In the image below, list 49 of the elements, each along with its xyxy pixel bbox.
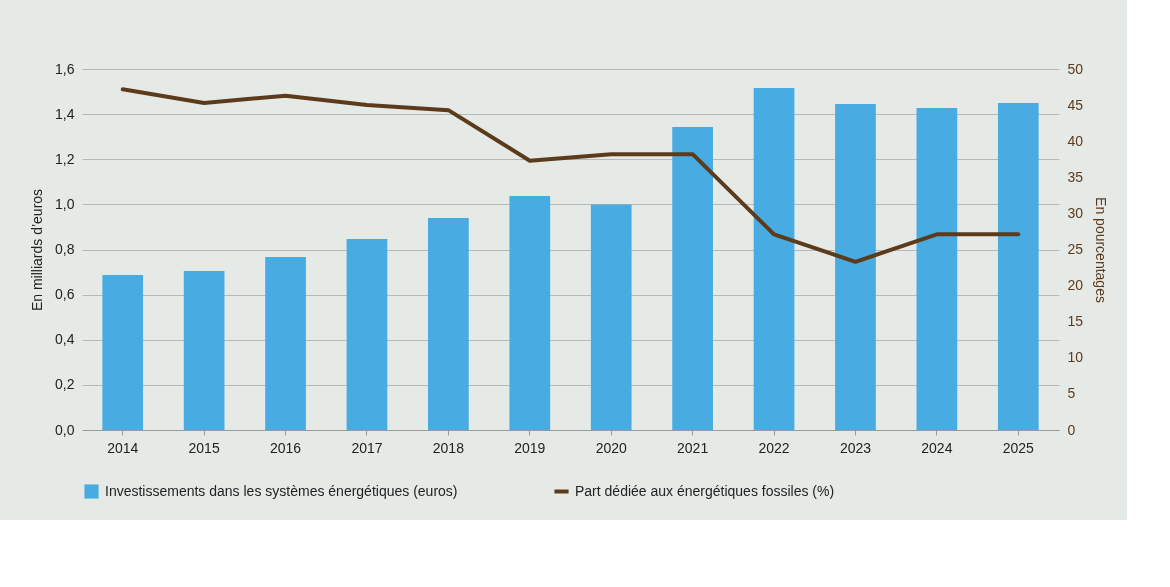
y-tick-label: 0,2 (55, 376, 75, 393)
bar (102, 275, 144, 430)
y-tick-label: 1,0 (55, 195, 75, 212)
bar (753, 87, 795, 430)
x-tick-label: 2016 (269, 439, 302, 456)
bar (183, 270, 225, 430)
y-tick-label: 0,6 (55, 286, 75, 303)
x-tick-label: 2023 (839, 439, 872, 456)
bar (916, 108, 958, 430)
bar (672, 126, 713, 430)
bar (346, 238, 388, 430)
x-tick-label: 2020 (595, 439, 627, 456)
x-tick-label: 2019 (514, 439, 546, 456)
y-tick-label: 1,4 (55, 105, 75, 122)
x-tick-label: 2021 (677, 439, 709, 456)
x-tick-label: 2025 (1002, 439, 1035, 456)
bar (509, 196, 551, 430)
y-tick-label: 0,8 (55, 241, 75, 257)
x-tick-label: 2018 (432, 439, 465, 456)
y2-tick-label: 25 (1067, 241, 1084, 257)
x-tick-label: 2022 (758, 439, 790, 456)
bar (997, 103, 1039, 430)
y-tick-label: 1,2 (55, 150, 75, 167)
y-tick-label: 0,4 (55, 331, 75, 348)
y2-tick-label: 20 (1067, 277, 1084, 294)
y2-axis-title: En pourcentages (1093, 197, 1110, 303)
bar (590, 204, 632, 430)
y2-tick-label: 0 (1067, 421, 1076, 438)
bar (428, 217, 469, 430)
y2-tick-label: 35 (1067, 168, 1084, 185)
x-tick-label: 2014 (107, 439, 139, 456)
y-tick-label: 0,0 (55, 421, 75, 438)
y2-tick-label: 30 (1067, 204, 1084, 221)
y2-tick-label: 50 (1067, 60, 1084, 77)
y2-tick-label: 15 (1067, 313, 1084, 330)
legend-label: Part dédiée aux énergétiques fossiles (%) (575, 482, 835, 499)
y-tick-label: 1,6 (55, 60, 75, 77)
legend-label: Investissements dans les systèmes énergétiques (euros) (105, 482, 458, 499)
y2-tick-label: 5 (1067, 385, 1076, 402)
y2-tick-label: 40 (1067, 132, 1084, 149)
x-tick-label: 2017 (351, 439, 383, 456)
y2-tick-label: 45 (1067, 96, 1084, 113)
x-tick-label: 2015 (188, 439, 220, 456)
line-series (120, 87, 1021, 264)
y-axis-title: En milliards d’euros (29, 188, 46, 312)
y2-tick-label: 10 (1067, 349, 1084, 366)
bar (265, 256, 306, 430)
bar (835, 103, 876, 430)
x-tick-label: 2024 (921, 439, 953, 456)
